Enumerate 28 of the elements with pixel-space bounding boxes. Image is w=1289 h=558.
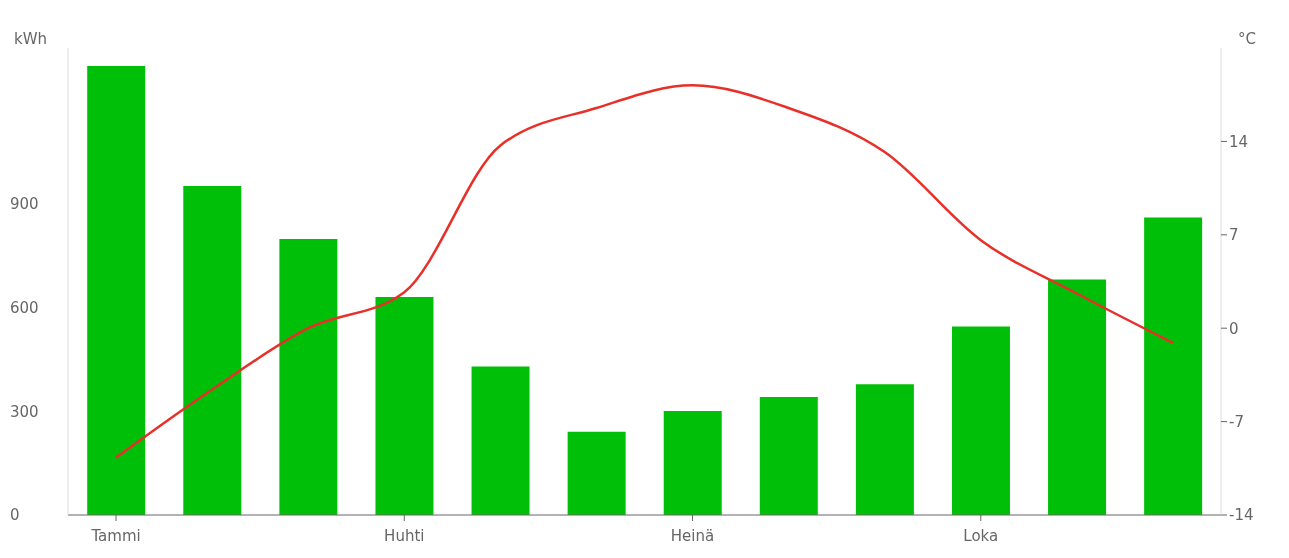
- y-tick-label: 600: [10, 298, 39, 317]
- bar: [471, 366, 530, 515]
- y-axis-title: kWh: [14, 30, 48, 48]
- x-tick-label: Tammi: [90, 527, 141, 545]
- bar: [1048, 279, 1107, 515]
- bar: [183, 186, 242, 515]
- bar: [951, 326, 1010, 515]
- bar: [855, 384, 914, 515]
- bar: [663, 410, 722, 515]
- line-series: [114, 84, 1175, 459]
- y-tick-label: 0: [10, 506, 20, 525]
- y2-tick-label: -14: [1229, 506, 1254, 525]
- y2-tick-label: -7: [1229, 412, 1244, 431]
- bar: [279, 238, 338, 515]
- bar: [1144, 217, 1203, 515]
- x-tick-label: Loka: [963, 527, 999, 545]
- bar: [375, 297, 434, 515]
- y2-tick-label: 14: [1229, 132, 1249, 151]
- bar: [759, 397, 818, 515]
- bar: [567, 431, 626, 515]
- x-tick-label: Huhti: [384, 527, 425, 545]
- y-tick-label: 300: [10, 402, 39, 421]
- bar: [87, 65, 146, 515]
- x-tick-label: Heinä: [670, 527, 715, 545]
- y2-tick-label: 0: [1229, 319, 1239, 338]
- y2-axis-title: °C: [1238, 30, 1256, 48]
- y-tick-label: 900: [10, 194, 39, 213]
- y2-tick-label: 7: [1229, 226, 1239, 245]
